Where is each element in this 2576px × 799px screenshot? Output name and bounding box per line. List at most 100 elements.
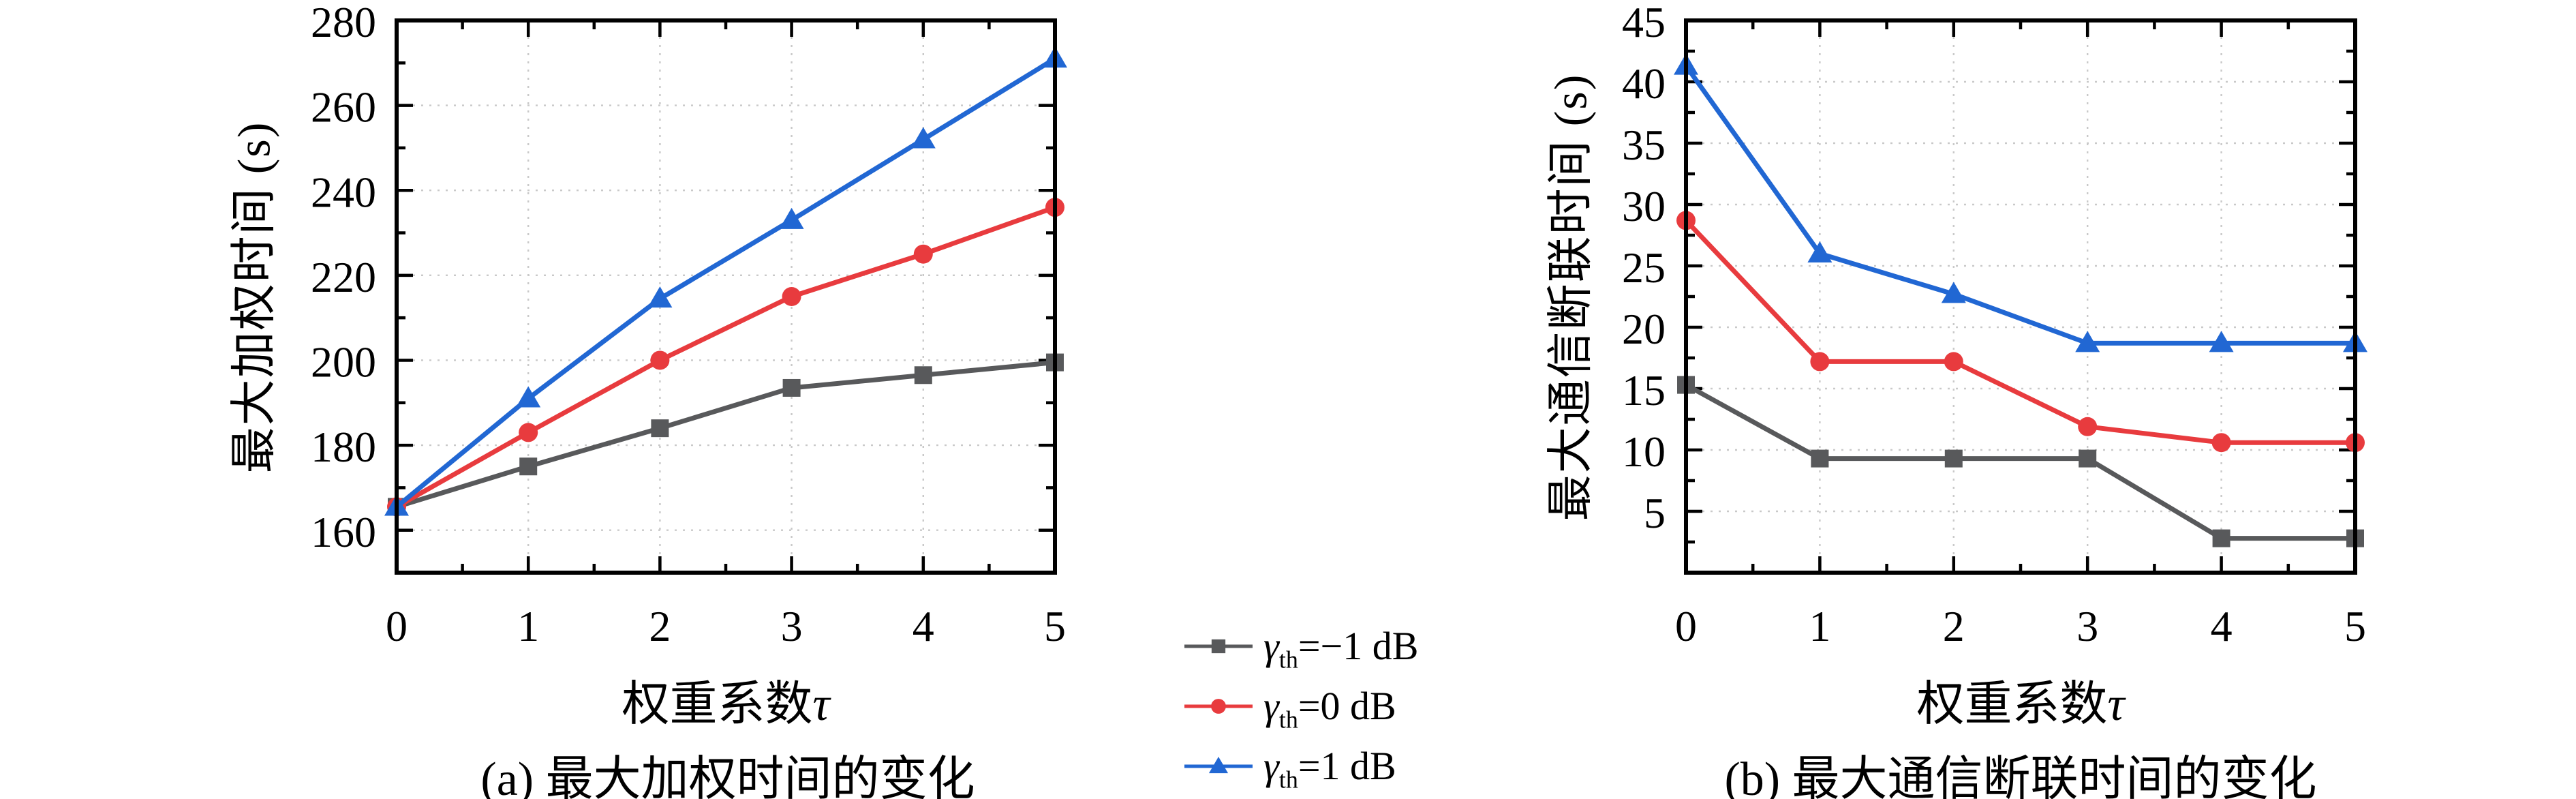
plot-frame	[1684, 18, 2357, 575]
x-tick-label: 2	[649, 602, 671, 650]
y-tick-label: 200	[311, 338, 376, 387]
series-line	[1683, 63, 2358, 346]
marker-triangle	[2075, 331, 2100, 352]
chart-b-caption: (b) 最大通信断联时间的变化	[1724, 753, 2317, 799]
x-tick-label: 4	[2211, 602, 2233, 650]
x-tick-label: 3	[781, 602, 803, 650]
y-tick-label: 20	[1622, 305, 1666, 353]
y-tick-label: 280	[311, 0, 376, 46]
y-tick-label: 35	[1622, 121, 1666, 169]
legend-item: γth=1 dB	[1184, 736, 1418, 796]
chart-a: 160 180 200 220 240 260 280 0 1 2 3 4 5	[311, 0, 1067, 650]
gridlines	[397, 19, 1056, 573]
x-tick-label: 1	[517, 602, 539, 650]
marker-triangle	[647, 286, 673, 308]
x-tick-label: 4	[913, 602, 934, 650]
series-triangle	[1674, 53, 2367, 352]
x-tick-label: 5	[2344, 602, 2366, 650]
marker-square	[914, 366, 932, 385]
legend-swatch-square	[1184, 639, 1253, 654]
x-tick-label: 0	[386, 602, 408, 650]
gamma-symbol: γ	[1263, 624, 1279, 668]
marker-square	[1211, 639, 1226, 654]
marker-triangle	[1208, 756, 1229, 774]
gamma-subscript: th	[1278, 706, 1298, 734]
legend-value: =1 dB	[1298, 744, 1396, 788]
series-square	[388, 353, 1064, 516]
x-tick-label: 2	[1943, 602, 1965, 650]
chart-b-y-axis-title: 最大通信断联时间 (s)	[1544, 73, 1597, 522]
y-tick-label: 260	[311, 83, 376, 132]
marker-circle	[1211, 699, 1226, 714]
marker-circle	[519, 423, 538, 442]
marker-square	[2079, 449, 2097, 468]
gridlines	[1686, 19, 2357, 573]
legend-item: γth=−1 dB	[1184, 616, 1418, 676]
y-tick-label: 15	[1622, 366, 1666, 414]
tick-labels: 160 180 200 220 240 260 280 0 1 2 3 4 5	[311, 0, 1066, 650]
axis-ticks	[1684, 18, 2357, 575]
chart-b-x-axis-title: 权重系数τ	[1916, 665, 2124, 734]
plot-frame	[395, 18, 1057, 575]
legend-value: =0 dB	[1298, 684, 1396, 728]
legend-swatch-triangle	[1184, 756, 1253, 774]
gamma-subscript: th	[1278, 646, 1298, 674]
legend-label: γth=1 dB	[1263, 744, 1396, 792]
chart-a-caption: (a) 最大加权时间的变化	[480, 753, 975, 799]
chart-b-x-axis-title-text: 权重系数	[1916, 678, 2108, 731]
y-tick-label: 10	[1622, 427, 1666, 476]
marker-square	[2212, 529, 2230, 547]
series-line	[394, 205, 1058, 509]
x-tick-label: 0	[1675, 602, 1697, 650]
y-tick-label: 180	[311, 423, 376, 471]
x-tick-label: 3	[2076, 602, 2098, 650]
legend-swatch-circle	[1184, 699, 1253, 714]
marker-triangle	[2209, 331, 2234, 352]
series-line	[394, 56, 1058, 509]
marker-square	[782, 378, 801, 397]
marker-circle	[2211, 433, 2231, 453]
marker-square	[1944, 449, 1963, 468]
y-tick-label: 160	[311, 508, 376, 556]
series-square	[1677, 376, 2364, 547]
y-tick-label: 5	[1644, 489, 1666, 537]
legend-item: γth=0 dB	[1184, 676, 1418, 736]
chart-b-x-axis-title-var: τ	[2107, 678, 2125, 731]
marker-square	[651, 419, 669, 438]
series-line	[1683, 382, 2358, 541]
y-tick-label: 220	[311, 253, 376, 301]
y-tick-label: 240	[311, 168, 376, 216]
series-triangle	[384, 46, 1067, 516]
marker-triangle	[516, 386, 541, 408]
legend-label: γth=−1 dB	[1263, 624, 1419, 672]
y-tick-label: 45	[1622, 0, 1666, 46]
gamma-subscript: th	[1278, 766, 1298, 794]
marker-circle	[782, 287, 801, 306]
marker-circle	[1944, 352, 1963, 372]
marker-circle	[650, 350, 670, 370]
series-circle	[1676, 211, 2365, 453]
axis-ticks	[395, 18, 1057, 575]
y-tick-label: 30	[1622, 182, 1666, 230]
marker-square	[1811, 449, 1829, 468]
gamma-symbol: γ	[1263, 684, 1279, 728]
x-tick-label: 5	[1044, 602, 1066, 650]
marker-square	[519, 457, 538, 476]
chart-a-x-axis-title: 权重系数τ	[622, 665, 829, 734]
legend-value: =−1 dB	[1298, 624, 1419, 668]
marker-triangle	[910, 127, 936, 149]
series-line	[394, 360, 1058, 509]
series-circle	[387, 198, 1064, 517]
series-line	[1683, 217, 2358, 445]
x-tick-label: 1	[1809, 602, 1830, 650]
legend-label: γth=0 dB	[1263, 684, 1396, 732]
marker-triangle	[1807, 241, 1833, 263]
y-tick-label: 25	[1622, 243, 1666, 292]
marker-circle	[913, 244, 933, 264]
chart-a-x-axis-title-var: τ	[812, 678, 830, 731]
gamma-symbol: γ	[1263, 744, 1279, 788]
